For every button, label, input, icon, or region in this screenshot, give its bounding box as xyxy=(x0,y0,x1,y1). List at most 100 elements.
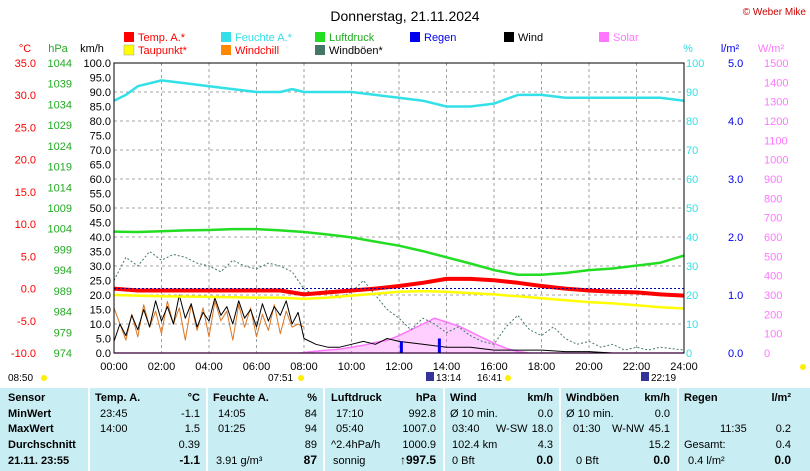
solar-axis-tick: 300 xyxy=(764,290,782,302)
solar-axis-tick: 900 xyxy=(764,174,782,186)
series-gust xyxy=(113,251,685,351)
gust-min-label: Ø 10 min. xyxy=(566,408,614,420)
temp-axis-tick: 0.0 xyxy=(21,284,36,296)
x-tick-label: 08:00 xyxy=(290,361,318,373)
rain-axis-tick: 5.0 xyxy=(728,58,743,70)
temp-min-time: 23:45 xyxy=(100,408,128,420)
pressure-axis-tick: 1034 xyxy=(48,99,72,111)
wind-axis-tick: 65.0 xyxy=(90,160,111,172)
wind-axis-tick: 0.0 xyxy=(96,348,111,360)
wind-current: 0.0 xyxy=(536,453,553,467)
legend-swatch-pressure xyxy=(315,32,325,42)
wind-axis-tick: 70.0 xyxy=(90,145,111,157)
humidity-abs: 3.91 g/m³ xyxy=(216,455,263,467)
wind-axis-tick: 90.0 xyxy=(90,87,111,99)
unit-humidity: % xyxy=(683,43,693,55)
rain-max-time: 11:35 xyxy=(720,423,747,435)
pressure-max-time: 05:40 xyxy=(336,423,364,435)
solar-axis-tick: 400 xyxy=(764,271,782,283)
humidity-axis-tick: 70 xyxy=(686,145,698,157)
humidity-avg: 89 xyxy=(304,439,317,451)
humidity-max-time: 01:25 xyxy=(218,423,246,435)
wind-max-time: 03:40 xyxy=(452,423,480,435)
rain-max: 0.2 xyxy=(775,423,791,435)
legend-label-wind: Wind xyxy=(518,32,543,44)
legend-label-pressure: Luftdruck xyxy=(329,32,375,44)
rain-current-value: 0.0 xyxy=(774,453,791,467)
pressure-current: ↑997.5 xyxy=(399,453,436,467)
legend: Temp. A.* Feuchte A.* Luftdruck Regen Wi… xyxy=(123,32,639,57)
rain-unit: l/m² xyxy=(771,392,791,404)
rain-axis-tick: 1.0 xyxy=(728,290,743,302)
x-tick-label: 04:00 xyxy=(195,361,223,373)
solar-axis-tick: 1400 xyxy=(764,77,788,89)
series-humidity xyxy=(113,79,685,108)
solar-axis-tick: 800 xyxy=(764,193,782,205)
solar-axis-tick: 600 xyxy=(764,232,782,244)
sunrise-icon xyxy=(298,375,304,381)
wind-axis-tick: 45.0 xyxy=(90,218,111,230)
humidity-axis-tick: 90 xyxy=(686,87,698,99)
gust-max: 45.1 xyxy=(648,423,670,435)
humidity-unit: % xyxy=(307,392,317,404)
gust-max-time: 01:30 xyxy=(573,423,601,435)
solar-axis-tick: 200 xyxy=(764,309,782,321)
legend-swatch-temp xyxy=(124,32,134,42)
time-markers: 08:50 07:51 13:14 16:41 22:19 xyxy=(8,364,806,384)
x-tick-label: 12:00 xyxy=(385,361,413,373)
credit-text: © Weber Mike xyxy=(743,7,807,18)
pressure-axis-tick: 1044 xyxy=(48,58,72,70)
wind-axis-tick: 55.0 xyxy=(90,189,111,201)
solar-axis-tick: 700 xyxy=(764,213,782,225)
axis-ticks: 35.0 30.0 25.0 20.0 15.0 10.0 5.0 0.0 -5.0 -10.0 1… xyxy=(11,58,789,360)
humidity-axis-tick: 50 xyxy=(686,203,698,215)
solar-axis-tick: 1100 xyxy=(764,135,788,147)
humidity-axis-tick: 80 xyxy=(686,116,698,128)
humidity-axis-tick: 20 xyxy=(686,290,698,302)
x-tick-label: 16:00 xyxy=(480,361,508,373)
humidity-max: 94 xyxy=(304,423,317,435)
temp-max-time: 14:00 xyxy=(100,423,128,435)
pressure-avg: 1000.9 xyxy=(402,439,436,451)
wind-axis-tick: 10.0 xyxy=(90,319,111,331)
pressure-axis-tick: 979 xyxy=(54,327,72,339)
pressure-axis-tick: 1029 xyxy=(48,120,72,132)
pressure-header: Luftdruck xyxy=(331,392,382,404)
wind-distance: 102.4 km xyxy=(452,439,498,451)
wind-avg: 4.3 xyxy=(537,439,553,451)
temp-axis-tick: 15.0 xyxy=(15,187,36,199)
humidity-axis-tick: 10 xyxy=(686,319,698,331)
temp-current: -1.1 xyxy=(179,453,200,467)
pressure-min: 992.8 xyxy=(408,408,436,420)
x-tick-label: 02:00 xyxy=(148,361,176,373)
rain-current: 0.4 l/m² xyxy=(688,455,725,467)
legend-swatch-rain xyxy=(410,32,420,42)
weather-chart: Donnerstag, 21.11.2024 © Weber Mike Temp… xyxy=(8,7,807,384)
pressure-max: 1007.0 xyxy=(402,423,436,435)
temp-axis-tick: -5.0 xyxy=(17,316,36,328)
rain-bar xyxy=(399,341,403,353)
moon-icon xyxy=(426,372,434,381)
rain-header: Regen xyxy=(684,392,718,404)
wind-axis-tick: 50.0 xyxy=(90,203,111,215)
temp-axis-tick: 35.0 xyxy=(15,58,36,70)
wind-axis-tick: 35.0 xyxy=(90,247,111,259)
legend-label-windchill: Windchill xyxy=(235,45,279,57)
x-tick-label: 24:00 xyxy=(670,361,698,373)
gust-bft: 0 Bft xyxy=(576,455,599,467)
temp-avg: 0.39 xyxy=(178,439,200,451)
legend-swatch-gust xyxy=(315,45,325,55)
solar-axis-tick: 500 xyxy=(764,251,782,263)
legend-label-gust: Windböen* xyxy=(329,45,384,57)
temp-axis-tick: 5.0 xyxy=(21,251,36,263)
rain-axis-tick: 3.0 xyxy=(728,174,743,186)
pressure-unit: hPa xyxy=(415,392,436,404)
pressure-axis-tick: 999 xyxy=(54,244,72,256)
unit-pressure: hPa xyxy=(48,43,68,55)
pressure-axis-tick: 1024 xyxy=(48,141,72,153)
legend-label-solar: Solar xyxy=(613,32,639,44)
x-tick-label: 20:00 xyxy=(575,361,603,373)
x-tick-label: 18:00 xyxy=(528,361,556,373)
summary-row-max: MaxWert xyxy=(8,423,54,435)
solar-axis-tick: 100 xyxy=(764,329,782,341)
